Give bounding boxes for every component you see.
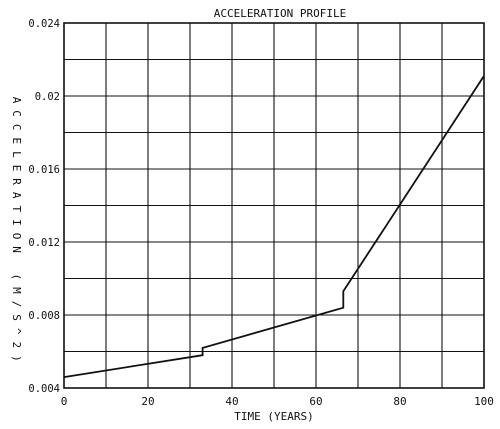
y-axis-label-char: /: [10, 301, 23, 308]
x-tick-label: 80: [393, 395, 406, 408]
acceleration-series-line: [63, 75, 485, 378]
y-axis-label-char: O: [10, 233, 23, 240]
x-tick-label: 20: [141, 395, 154, 408]
y-axis-label-char: E: [10, 165, 23, 172]
x-tick-label: 0: [61, 395, 68, 408]
y-axis-label-char: ^: [10, 328, 23, 335]
y-axis-label-char: S: [10, 314, 23, 321]
y-tick-label: 0.016: [28, 164, 60, 176]
y-tick-label: 0.02: [35, 91, 60, 103]
y-tick-label: 0.008: [28, 310, 60, 322]
chart-title: ACCELERATION PROFILE: [214, 7, 346, 20]
y-axis-label-char: 2: [10, 341, 23, 348]
y-axis-label-char: C: [10, 110, 23, 117]
y-axis-label-char: C: [10, 124, 23, 131]
tick-labels: 0 20 40 60 80 100 0.004 0.008 0.012 0.016 0.02 0.02…: [28, 18, 494, 408]
y-axis-label-char: ): [10, 355, 23, 362]
y-axis-label-char: M: [10, 287, 23, 294]
y-axis-label-char: L: [10, 151, 23, 158]
y-tick-label: 0.004: [28, 383, 60, 395]
y-axis-label-char: A: [10, 192, 23, 199]
x-tick-label: 60: [309, 395, 322, 408]
x-tick-label: 100: [474, 395, 494, 408]
y-axis-label-char: (: [10, 273, 23, 280]
plot-frame: [63, 22, 485, 389]
grid-lines: [64, 23, 484, 388]
y-axis-label-char: I: [10, 219, 23, 226]
y-tick-label: 0.012: [28, 237, 60, 249]
y-tick-label: 0.024: [28, 18, 60, 30]
y-axis-label-char: A: [10, 97, 23, 104]
y-axis-label-char: R: [10, 178, 23, 185]
y-axis-label-char: E: [10, 137, 23, 144]
y-axis-label-char: N: [10, 246, 23, 253]
y-axis-label-char: T: [10, 205, 23, 212]
x-axis-label: TIME (YEARS): [234, 410, 313, 423]
x-tick-label: 40: [225, 395, 238, 408]
y-axis-label: ACCELERATION(M/S^2): [10, 97, 23, 362]
